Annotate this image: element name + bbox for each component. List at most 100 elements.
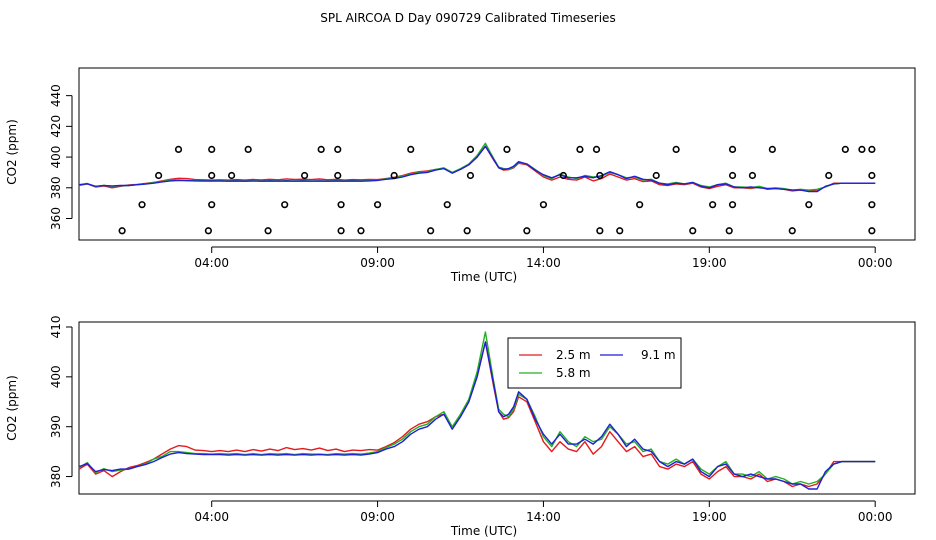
sample-marker bbox=[208, 201, 216, 209]
sample-marker bbox=[463, 227, 471, 235]
sample-marker bbox=[592, 145, 601, 153]
bottom-series-lines bbox=[78, 331, 876, 490]
top-series-line-2-5-m bbox=[78, 145, 876, 192]
top-x-axis: 04:00 09:00 14:00 19:00 00:00 bbox=[194, 246, 893, 270]
sample-marker bbox=[204, 227, 212, 235]
sample-marker bbox=[596, 227, 604, 235]
top-x-tick-label: 09:00 bbox=[360, 256, 395, 270]
sample-marker bbox=[390, 171, 398, 180]
sample-marker bbox=[788, 227, 796, 235]
legend-label-5-8m: 5.8 m bbox=[556, 366, 591, 380]
sample-marker bbox=[539, 201, 548, 209]
legend-label-9-1m: 9.1 m bbox=[641, 348, 676, 362]
sample-marker bbox=[300, 171, 309, 180]
top-x-axis-label: Time (UTC) bbox=[450, 270, 517, 284]
sample-marker bbox=[709, 201, 717, 209]
sample-marker bbox=[768, 145, 776, 153]
legend-label-2-5m: 2.5 m bbox=[556, 348, 591, 362]
sample-marker bbox=[503, 145, 511, 153]
sample-marker bbox=[672, 145, 680, 153]
top-series-line-5-8-m bbox=[78, 142, 876, 191]
bottom-plot-frame bbox=[78, 321, 916, 495]
sample-marker bbox=[868, 227, 876, 235]
sample-marker bbox=[155, 171, 163, 180]
top-panel: 04:00 09:00 14:00 19:00 00:00 360 380 400 420 44… bbox=[5, 67, 916, 284]
sample-marker bbox=[334, 171, 342, 180]
sample-marker bbox=[337, 201, 345, 209]
bottom-y-axis: 380 390 400 410 bbox=[49, 316, 73, 488]
top-x-tick-label: 19:00 bbox=[692, 256, 727, 270]
sample-marker bbox=[725, 227, 733, 235]
bottom-y-tick-label: 410 bbox=[49, 316, 63, 339]
figure-title: SPL AIRCOA D Day 090729 Calibrated Times… bbox=[320, 11, 615, 25]
sample-marker bbox=[636, 201, 644, 209]
top-y-tick-label: 440 bbox=[49, 84, 63, 107]
top-x-tick-label: 04:00 bbox=[194, 256, 229, 270]
top-series-line-9-1-m bbox=[78, 145, 876, 193]
sample-marker bbox=[868, 171, 876, 180]
sample-marker bbox=[616, 227, 624, 235]
top-y-axis: 360 380 400 420 440 bbox=[49, 84, 73, 230]
sample-marker bbox=[868, 145, 876, 153]
sample-marker bbox=[748, 171, 757, 180]
bottom-series-line-5-8-m bbox=[78, 331, 876, 485]
top-plot-frame bbox=[78, 67, 916, 241]
sample-marker bbox=[858, 145, 866, 153]
sample-marker bbox=[841, 145, 849, 153]
bottom-x-tick-label: 19:00 bbox=[692, 510, 727, 524]
bottom-y-axis-label: CO2 (ppm) bbox=[5, 375, 19, 441]
bottom-y-tick-label: 390 bbox=[49, 415, 63, 438]
sample-marker bbox=[281, 201, 289, 209]
top-y-axis-label: CO2 (ppm) bbox=[5, 119, 19, 185]
top-sample-markers bbox=[118, 145, 876, 235]
sample-marker bbox=[576, 145, 584, 153]
top-y-tick-label: 420 bbox=[49, 115, 63, 138]
top-y-tick-label: 380 bbox=[49, 176, 63, 199]
sample-marker bbox=[466, 171, 475, 180]
sample-marker bbox=[868, 201, 876, 209]
sample-marker bbox=[728, 145, 737, 153]
sample-marker bbox=[118, 227, 126, 235]
bottom-x-tick-label: 09:00 bbox=[360, 510, 395, 524]
sample-marker bbox=[317, 145, 325, 153]
bottom-x-axis: 04:00 09:00 14:00 19:00 00:00 bbox=[194, 500, 893, 524]
bottom-series-line-9-1-m bbox=[78, 341, 876, 490]
bottom-x-axis-label: Time (UTC) bbox=[450, 524, 517, 538]
sample-marker bbox=[208, 145, 216, 153]
sample-marker bbox=[244, 145, 252, 153]
top-series-lines bbox=[78, 142, 876, 193]
bottom-panel: 04:00 09:00 14:00 19:00 00:00 380 390 400 410 T… bbox=[5, 316, 916, 538]
sample-marker bbox=[138, 201, 146, 209]
bottom-series-line-2-5-m bbox=[78, 341, 876, 488]
top-y-tick-label: 400 bbox=[49, 146, 63, 169]
sample-marker bbox=[689, 227, 697, 235]
legend: 2.5 m 9.1 m 5.8 m bbox=[507, 337, 682, 389]
sample-marker bbox=[523, 227, 531, 235]
top-x-tick-label: 14:00 bbox=[526, 256, 561, 270]
sample-marker bbox=[559, 171, 567, 180]
sample-marker bbox=[337, 227, 345, 235]
top-x-tick-label: 00:00 bbox=[858, 256, 893, 270]
sample-marker bbox=[357, 227, 365, 235]
bottom-y-tick-label: 380 bbox=[49, 465, 63, 488]
sample-marker bbox=[264, 227, 272, 235]
sample-marker bbox=[373, 201, 382, 209]
sample-marker bbox=[825, 171, 833, 180]
sample-marker bbox=[407, 145, 415, 153]
bottom-x-tick-label: 14:00 bbox=[526, 510, 561, 524]
sample-marker bbox=[334, 145, 342, 153]
sample-marker bbox=[443, 201, 451, 209]
sample-marker bbox=[208, 171, 216, 180]
sample-marker bbox=[174, 145, 183, 153]
sample-marker bbox=[805, 201, 813, 209]
sample-marker bbox=[228, 171, 236, 180]
bottom-x-tick-label: 04:00 bbox=[194, 510, 229, 524]
sample-marker bbox=[596, 171, 604, 180]
bottom-x-tick-label: 00:00 bbox=[858, 510, 893, 524]
bottom-y-tick-label: 400 bbox=[49, 365, 63, 388]
sample-marker bbox=[728, 201, 737, 209]
sample-marker bbox=[728, 171, 737, 180]
top-y-tick-label: 360 bbox=[49, 207, 63, 230]
sample-marker bbox=[466, 145, 475, 153]
